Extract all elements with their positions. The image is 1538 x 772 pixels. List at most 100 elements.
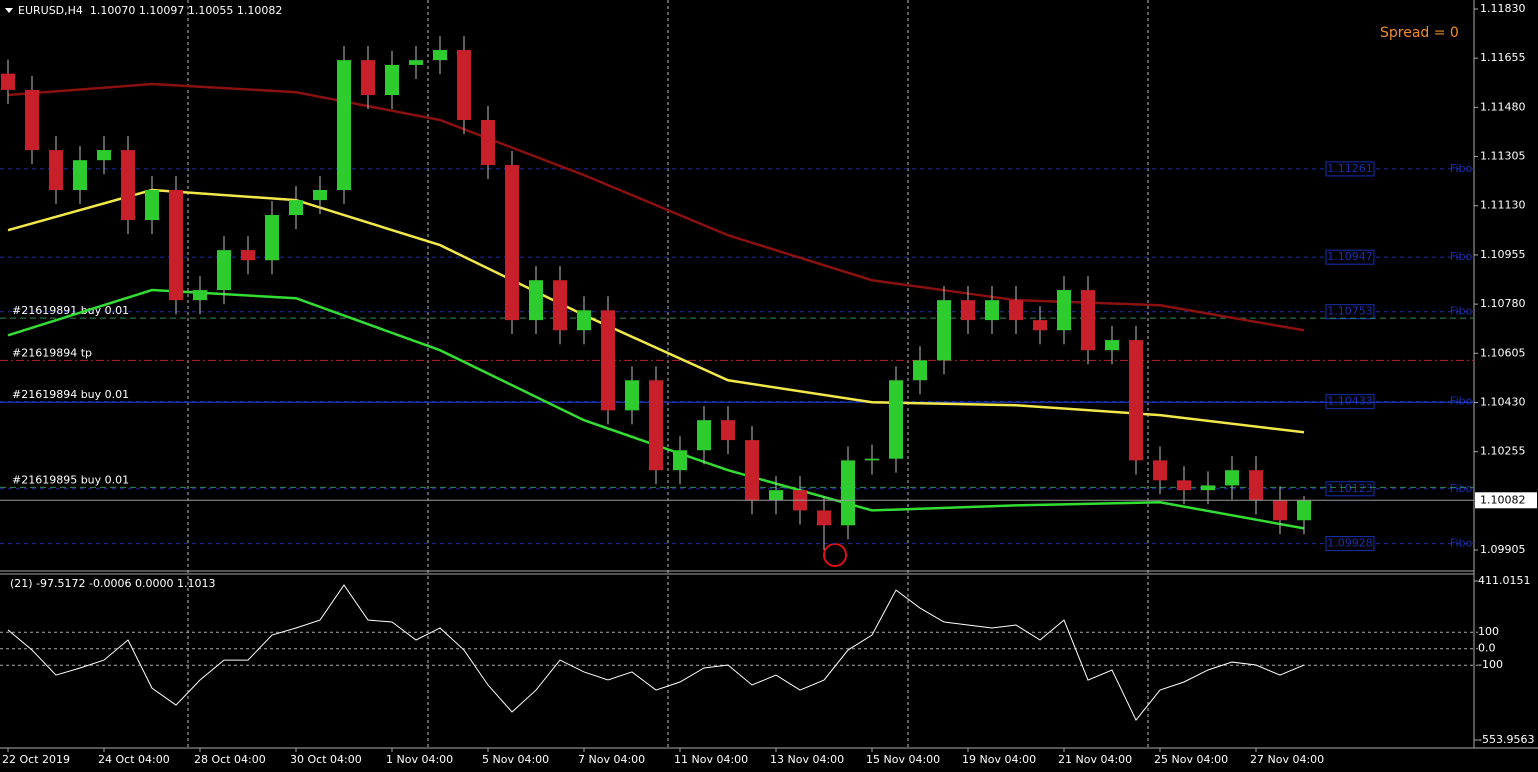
candle-body	[601, 310, 615, 411]
y-tick-label: -553.9563	[1478, 733, 1534, 746]
candle-body	[889, 380, 903, 459]
candle-body	[1297, 500, 1311, 521]
x-tick-label: 11 Nov 04:00	[674, 753, 748, 766]
y-tick-label: 411.0151	[1478, 574, 1531, 587]
symbol-menu-arrow[interactable]	[5, 8, 13, 13]
candle-body	[529, 280, 543, 321]
candle-body	[433, 50, 447, 61]
spread-label: Spread = 0	[1380, 25, 1459, 41]
x-tick-label: 1 Nov 04:00	[386, 753, 453, 766]
y-tick-label: -100	[1478, 658, 1503, 671]
fibo-box	[1325, 249, 1375, 265]
candle-body	[1201, 485, 1215, 491]
fibo-label: Fibo	[1450, 482, 1473, 495]
candle-body	[385, 64, 399, 95]
y-tick-label: 1.10780	[1480, 297, 1526, 310]
candle-body	[145, 190, 159, 221]
y-tick-label: 1.11480	[1480, 100, 1526, 113]
candle-body	[1081, 290, 1095, 351]
fibo-label: Fibo	[1450, 395, 1473, 408]
order-label: #21619895 buy 0.01	[12, 473, 129, 486]
candle-body	[121, 150, 135, 221]
y-tick-label: 1.11830	[1480, 2, 1526, 15]
candle-body	[673, 450, 687, 471]
candle-body	[553, 280, 567, 331]
x-tick-label: 22 Oct 2019	[2, 753, 70, 766]
fibo-value: 1.10433	[1327, 395, 1373, 408]
x-tick-label: 25 Nov 04:00	[1154, 753, 1228, 766]
candle-body	[25, 89, 39, 151]
fibo-box	[1325, 536, 1375, 552]
x-tick-label: 24 Oct 04:00	[98, 753, 170, 766]
candle-body	[313, 190, 327, 201]
moving-average	[7, 188, 1305, 434]
indicator-title: (21) -97.5172 -0.0006 0.0000 1.1013	[10, 577, 215, 590]
current-price-box	[1475, 492, 1537, 509]
y-tick-label: 1.10430	[1480, 395, 1526, 408]
y-tick-label: 0.0	[1478, 642, 1496, 655]
x-tick-label: 28 Oct 04:00	[194, 753, 266, 766]
fibo-value: 1.10123	[1327, 482, 1373, 495]
fibo-value: 1.09928	[1327, 537, 1373, 550]
x-tick-label: 21 Nov 04:00	[1058, 753, 1132, 766]
candle-body	[49, 150, 63, 190]
x-tick-label: 5 Nov 04:00	[482, 753, 549, 766]
fibo-label: Fibo	[1450, 305, 1473, 318]
candle-body	[649, 380, 663, 471]
candle-body	[1225, 470, 1239, 486]
candle-body	[1057, 290, 1071, 331]
y-tick-label: 1.11130	[1480, 199, 1526, 212]
fibo-box	[1325, 481, 1375, 497]
candle-body	[169, 190, 183, 301]
candle-body	[841, 460, 855, 526]
indicator-line	[7, 584, 1305, 722]
candle-body	[73, 160, 87, 190]
candle-body	[865, 458, 879, 461]
symbol-info: EURUSD,H4 1.10070 1.10097 1.10055 1.1008…	[18, 4, 282, 17]
candle-body	[1153, 460, 1167, 481]
y-tick-label: 1.09905	[1480, 543, 1526, 556]
y-tick-label: 1.11655	[1480, 51, 1526, 64]
candle-body	[937, 300, 951, 361]
fibo-label: Fibo	[1450, 537, 1473, 550]
order-label: #21619894 tp	[12, 346, 92, 359]
candle-body	[265, 215, 279, 261]
candle-body	[1249, 470, 1263, 501]
candle-body	[769, 490, 783, 501]
vertical-grid	[187, 0, 1149, 748]
fibo-label: Fibo	[1450, 250, 1473, 263]
candle-body	[817, 510, 831, 526]
fibo-value: 1.10947	[1327, 250, 1373, 263]
x-tick-label: 27 Nov 04:00	[1250, 753, 1324, 766]
y-tick-label: 100	[1478, 625, 1499, 638]
fibo-value: 1.10753	[1327, 305, 1373, 318]
candle-body	[913, 360, 927, 381]
candle-body	[1, 73, 15, 90]
candle-body	[1033, 320, 1047, 331]
candle-body	[217, 250, 231, 291]
candle-body	[961, 300, 975, 321]
y-tick-label: 1.10605	[1480, 346, 1526, 359]
candle-body	[457, 50, 471, 121]
y-tick-label: 1.10955	[1480, 248, 1526, 261]
candle-body	[697, 420, 711, 451]
fibo-label: Fibo	[1450, 162, 1473, 175]
candle-body	[97, 150, 111, 161]
fibo-value: 1.11261	[1327, 162, 1373, 175]
candle-body	[1129, 340, 1143, 461]
fibo-box	[1325, 161, 1375, 177]
candle-body	[721, 420, 735, 441]
candle-body	[241, 250, 255, 261]
candle-body	[745, 440, 759, 501]
fibo-box	[1325, 304, 1375, 320]
x-tick-label: 15 Nov 04:00	[866, 753, 940, 766]
candle-body	[625, 380, 639, 411]
candle-body	[409, 60, 423, 65]
candle-body	[289, 200, 303, 216]
candle-body	[193, 290, 207, 301]
candle-body	[1105, 340, 1119, 351]
candle-body	[1273, 500, 1287, 521]
candle-body	[985, 300, 999, 321]
